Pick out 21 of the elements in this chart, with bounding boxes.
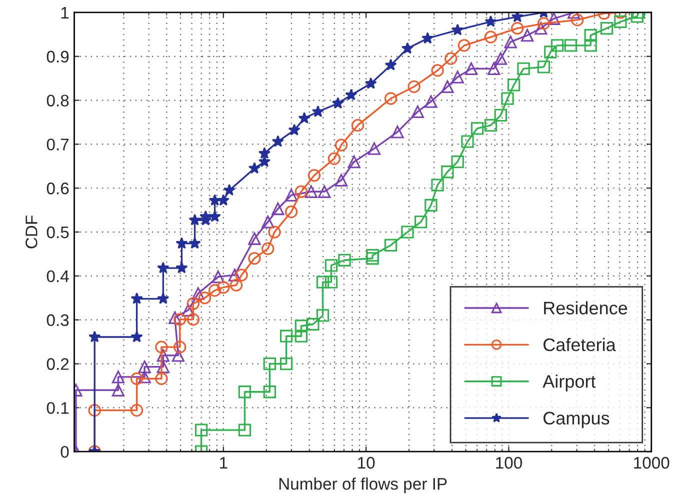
- x-axis-title: Number of flows per IP: [279, 478, 447, 494]
- y-tick-label: 0.3: [46, 314, 69, 326]
- y-tick-label: 0.5: [46, 226, 69, 238]
- legend-label: Airport: [542, 374, 596, 392]
- x-tick-label: 1000: [634, 456, 670, 469]
- x-tick-label: 10: [358, 456, 375, 469]
- legend-label: Residence: [544, 301, 628, 314]
- y-tick-label: 1: [61, 7, 69, 19]
- y-tick-label: 0.2: [46, 358, 69, 370]
- x-tick-label: 1: [220, 457, 228, 469]
- y-tick-label: 0.6: [46, 182, 69, 194]
- legend-label: Cafeteria: [544, 338, 616, 352]
- y-tick-label: 0.4: [46, 270, 69, 282]
- y-axis-title: CDF: [26, 216, 38, 248]
- y-tick-label: 0: [60, 446, 69, 458]
- y-tick-label: 0.1: [46, 402, 69, 414]
- y-tick-label: 0.9: [46, 50, 69, 63]
- x-tick-label: 100: [496, 456, 522, 469]
- y-tick-label: 0.8: [46, 94, 69, 106]
- legend-label: Campus: [544, 412, 610, 428]
- y-tick-label: 0.7: [46, 138, 69, 150]
